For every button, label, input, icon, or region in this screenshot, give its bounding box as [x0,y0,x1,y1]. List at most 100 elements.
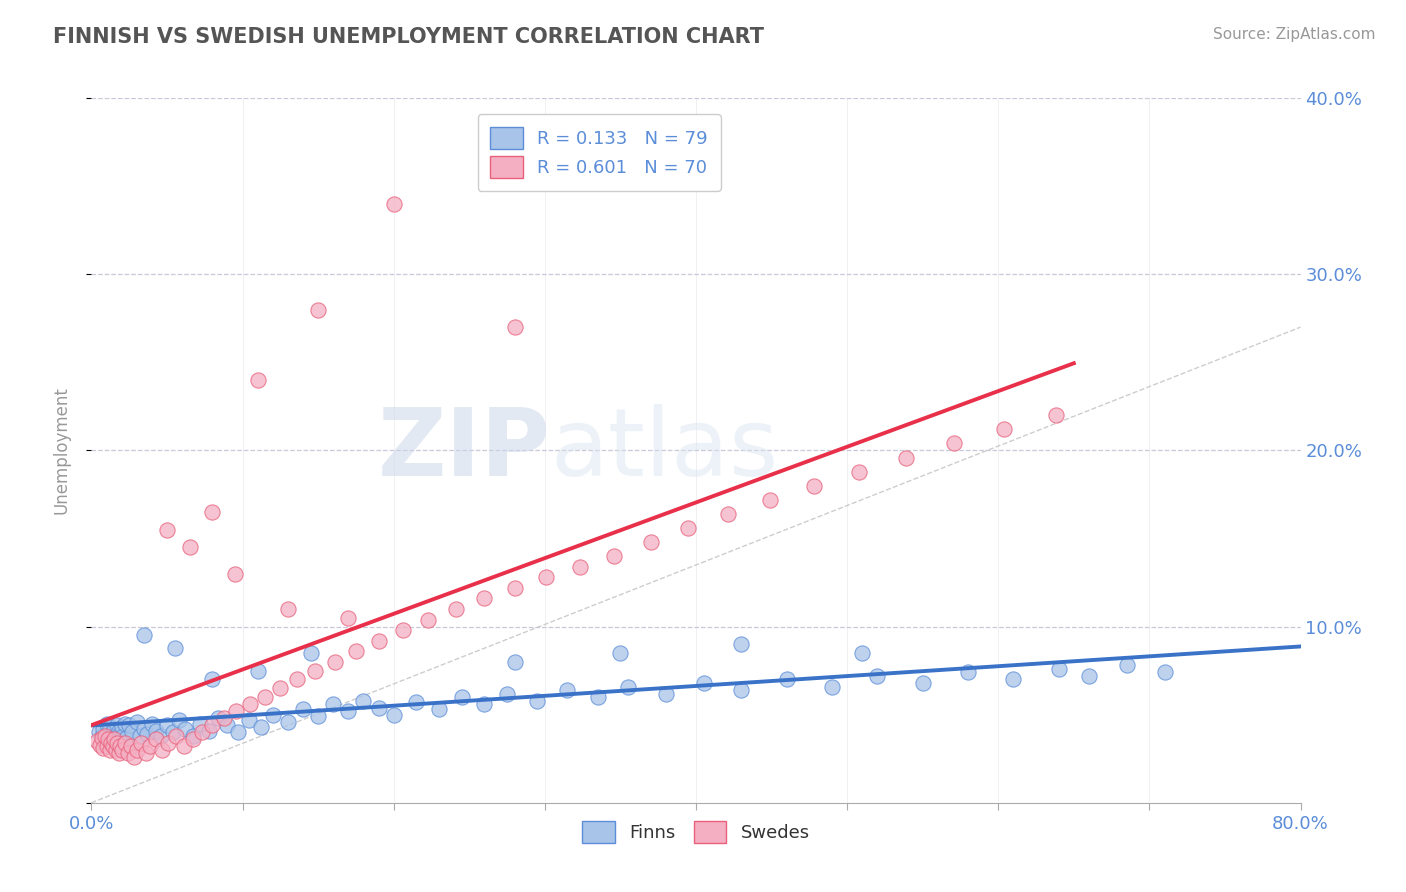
Point [418,613,440,627]
Point [444,602,467,616]
Point [201,673,224,687]
Point [117,747,139,761]
Point [254,690,277,705]
Point [96,739,118,754]
Point [91,729,114,743]
Point [427,702,450,716]
Y-axis label: Unemployment: Unemployment [52,386,70,515]
Point [181,732,204,747]
Point [201,505,224,519]
Point [157,736,180,750]
Point [848,465,870,479]
Point [101,739,124,754]
Point [1045,408,1067,422]
Point [105,718,128,732]
Text: atlas: atlas [551,404,779,497]
Point [496,687,519,701]
Point [557,683,579,698]
Point [174,722,197,736]
Point [152,743,174,757]
Point [136,727,159,741]
Point [367,700,389,714]
Point [337,611,360,625]
Point [198,723,221,738]
Point [179,541,201,555]
Point [269,681,291,696]
Point [993,422,1015,436]
Point [503,581,526,595]
Point [190,725,212,739]
Point [759,492,782,507]
Point [640,535,662,549]
Point [225,704,247,718]
Point [125,714,148,729]
Text: Source: ZipAtlas.com: Source: ZipAtlas.com [1212,27,1375,42]
Point [96,716,118,731]
Point [207,711,229,725]
Point [277,602,299,616]
Point [692,676,714,690]
Point [167,713,190,727]
Point [285,673,308,687]
Point [1002,673,1025,687]
Point [111,720,132,734]
Point [188,716,211,731]
Point [367,633,389,648]
Point [609,646,631,660]
Point [94,729,117,743]
Point [304,664,326,678]
Text: ZIP: ZIP [378,404,551,497]
Point [149,729,172,743]
Point [98,720,121,734]
Point [776,673,799,687]
Point [292,702,315,716]
Point [568,559,591,574]
Point [101,725,124,739]
Point [678,521,700,535]
Point [299,646,322,660]
Point [125,743,148,757]
Point [391,623,413,637]
Point [322,697,344,711]
Point [115,731,138,745]
Point [201,718,224,732]
Point [866,669,889,683]
Point [526,693,548,707]
Point [730,637,752,651]
Point [104,732,127,747]
Point [472,697,495,711]
Point [100,729,122,743]
Point [108,739,131,754]
Point [120,739,142,754]
Point [139,739,162,754]
Point [156,523,179,537]
Point [87,725,110,739]
Point [214,711,236,725]
Point [246,373,269,387]
Point [730,683,752,698]
Point [134,628,156,642]
Point [91,731,114,745]
Point [226,725,249,739]
Point [121,725,143,739]
Point [617,680,640,694]
Point [1047,662,1070,676]
Point [603,549,626,564]
Point [97,732,120,747]
Point [93,741,115,756]
Point [145,732,167,747]
Point [114,716,136,731]
Point [262,707,284,722]
Point [911,676,934,690]
Point [1077,669,1099,683]
Legend: Finns, Swedes: Finns, Swedes [568,806,824,857]
Point [86,734,108,748]
Point [165,729,187,743]
Point [111,743,132,757]
Point [104,743,127,757]
Point [163,640,186,655]
Point [107,747,129,761]
Point [246,664,269,678]
Point [654,687,676,701]
Point [943,436,966,450]
